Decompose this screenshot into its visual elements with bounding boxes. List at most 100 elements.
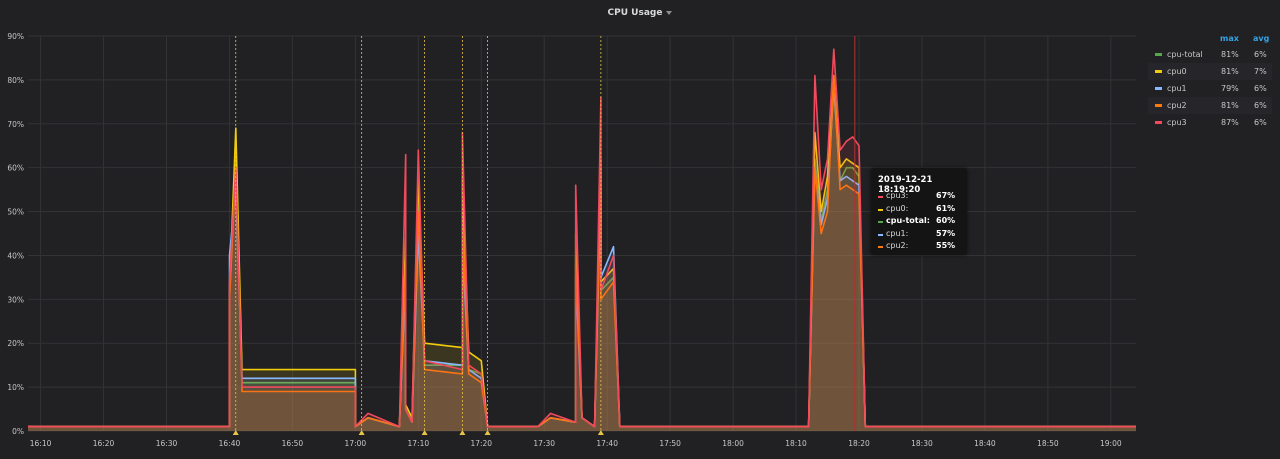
- tooltip-series-name: cpu0:: [886, 203, 909, 213]
- series-line-cpu-total[interactable]: [28, 87, 1136, 428]
- legend-avg-header[interactable]: avg: [1253, 34, 1270, 43]
- x-tick-label: 17:40: [596, 439, 618, 448]
- x-tick-label: 18:00: [722, 439, 744, 448]
- x-tick-label: 16:40: [219, 439, 241, 448]
- tooltip-row: cpu0: 61%: [878, 204, 964, 216]
- legend-swatch: [1155, 121, 1162, 124]
- legend-avg: 6%: [1254, 118, 1267, 127]
- legend: max avg cpu-total 81% 6% cpu0 81% 7% cpu1 79% 6%…: [1148, 32, 1272, 131]
- x-tick-label: 18:30: [911, 439, 933, 448]
- annotation-marker[interactable]: [232, 430, 239, 435]
- annotation-marker[interactable]: [459, 430, 466, 435]
- annotation-marker[interactable]: [421, 430, 428, 435]
- x-tick-label: 17:10: [408, 439, 430, 448]
- legend-swatch: [1155, 87, 1162, 90]
- tooltip-series-name: cpu3:: [886, 191, 909, 200]
- legend-max: 81%: [1221, 50, 1239, 59]
- y-tick-label: 70%: [7, 120, 24, 129]
- legend-max: 87%: [1221, 118, 1239, 127]
- series-fill-cpu3: [28, 49, 1136, 431]
- tooltip-row: cpu3: 67%: [878, 191, 964, 203]
- tooltip-series-name: cpu1:: [886, 228, 909, 238]
- legend-avg: 6%: [1254, 84, 1267, 93]
- x-tick-label: 18:50: [1037, 439, 1059, 448]
- x-tick-label: 17:50: [659, 439, 681, 448]
- tooltip-swatch: [878, 208, 883, 211]
- legend-swatch: [1155, 70, 1162, 73]
- x-tick-label: 16:10: [30, 439, 52, 448]
- x-tick-label: 18:10: [785, 439, 807, 448]
- chevron-down-icon[interactable]: [666, 10, 673, 15]
- legend-avg: 7%: [1254, 67, 1267, 76]
- legend-header: max avg: [1148, 32, 1272, 46]
- annotation-marker[interactable]: [597, 430, 604, 435]
- x-tick-label: 16:20: [93, 439, 115, 448]
- grid-lines: [28, 35, 1136, 432]
- tooltip-series-value: 61%: [936, 203, 956, 213]
- legend-item-cpu3[interactable]: cpu3 87% 6%: [1148, 114, 1272, 131]
- tooltip-series-name: cpu-total:: [886, 216, 930, 225]
- legend-item-cpu0[interactable]: cpu0 81% 7%: [1148, 63, 1272, 80]
- panel-title-text[interactable]: CPU Usage: [607, 8, 663, 18]
- legend-swatch: [1155, 104, 1162, 107]
- legend-max: 81%: [1221, 67, 1239, 76]
- tooltip-row: cpu2: 55%: [878, 241, 964, 253]
- legend-item-cpu1[interactable]: cpu1 79% 6%: [1148, 80, 1272, 97]
- tooltip-series-value: 55%: [936, 241, 956, 250]
- legend-max-header[interactable]: max: [1220, 34, 1239, 43]
- y-tick-label: 10%: [7, 383, 24, 392]
- legend-avg: 6%: [1254, 101, 1267, 110]
- legend-max: 79%: [1221, 84, 1239, 93]
- annotation-marker[interactable]: [358, 430, 365, 435]
- tooltip-swatch: [878, 221, 883, 223]
- y-tick-label: 60%: [7, 164, 24, 173]
- series-line-cpu0[interactable]: [28, 74, 1136, 428]
- tooltip-row: cpu-total: 60%: [878, 216, 964, 228]
- series-line-cpu3[interactable]: [28, 48, 1136, 428]
- tooltip-swatch: [878, 233, 883, 236]
- legend-name[interactable]: cpu2: [1167, 101, 1187, 110]
- tooltip-swatch: [878, 246, 883, 248]
- y-axis-ticks: 0% 10% 20% 30% 40% 50% 60% 70% 80% 90%: [7, 32, 24, 436]
- legend-swatch: [1155, 53, 1162, 56]
- series-fill-cpu2: [28, 75, 1136, 431]
- y-tick-label: 40%: [7, 251, 24, 260]
- cpu-usage-chart[interactable]: 0% 10% 20% 30% 40% 50% 60% 70% 80% 90% 16:10 16:20…: [0, 0, 1140, 459]
- x-tick-label: 17:30: [533, 439, 555, 448]
- y-tick-label: 80%: [7, 76, 24, 85]
- annotation-marker[interactable]: [484, 430, 491, 435]
- y-tick-label: 0%: [12, 427, 24, 436]
- y-tick-label: 30%: [7, 295, 24, 304]
- y-tick-label: 20%: [7, 339, 24, 348]
- x-tick-label: 16:30: [156, 439, 178, 448]
- x-tick-label: 18:20: [848, 439, 870, 448]
- legend-avg: 6%: [1254, 50, 1267, 59]
- tooltip-time: 2019-12-21 18:19:20: [878, 175, 933, 195]
- tooltip-series-value: 60%: [936, 216, 956, 225]
- tooltip-series-name: cpu2:: [886, 241, 909, 250]
- panel-title[interactable]: CPU Usage: [0, 8, 1280, 18]
- y-tick-label: 90%: [7, 32, 24, 41]
- x-tick-label: 17:00: [345, 439, 367, 448]
- x-tick-label: 16:50: [282, 439, 304, 448]
- legend-name[interactable]: cpu3: [1167, 118, 1187, 127]
- series-fill-cpu-total: [28, 88, 1136, 431]
- x-tick-label: 19:00: [1100, 439, 1122, 448]
- tooltip-series-value: 57%: [936, 228, 956, 238]
- tooltip-swatch: [878, 196, 883, 198]
- x-tick-label: 17:20: [470, 439, 492, 448]
- series-fill-cpu0: [28, 75, 1136, 431]
- tooltip-series-value: 67%: [936, 191, 956, 200]
- legend-max: 81%: [1221, 101, 1239, 110]
- tooltip-row: cpu1: 57%: [878, 229, 964, 241]
- legend-name[interactable]: cpu1: [1167, 84, 1187, 93]
- series-line-cpu2[interactable]: [28, 74, 1136, 428]
- legend-name[interactable]: cpu-total: [1167, 50, 1203, 59]
- x-tick-label: 18:40: [974, 439, 996, 448]
- hover-tooltip: 2019-12-21 18:19:20 cpu3: 67% cpu0: 61% cpu-…: [871, 168, 967, 255]
- series-lines: [28, 48, 1136, 432]
- legend-name[interactable]: cpu0: [1167, 67, 1187, 76]
- legend-item-cpu-total[interactable]: cpu-total 81% 6%: [1148, 46, 1272, 63]
- legend-item-cpu2[interactable]: cpu2 81% 6%: [1148, 97, 1272, 114]
